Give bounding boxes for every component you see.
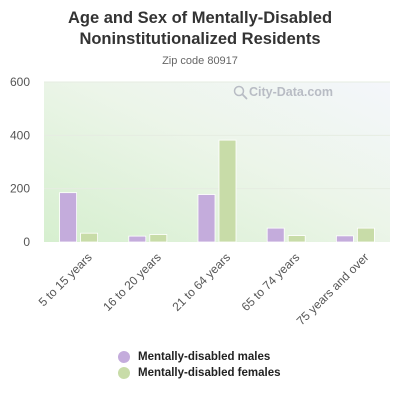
y-tick-label: 600	[10, 75, 30, 89]
bar-males-1	[128, 235, 147, 243]
bar-females-1	[149, 234, 168, 243]
bar-females-3	[287, 235, 306, 243]
x-tick-label: 5 to 15 years	[36, 250, 95, 309]
bar-females-0	[80, 232, 98, 243]
bar-females-4	[356, 227, 375, 243]
x-tick-label: 65 to 74 years	[239, 250, 303, 314]
bar-females-2	[218, 139, 237, 243]
legend-item-females: Mentally-disabled females	[118, 365, 281, 381]
x-tick-label: 75 years and over	[294, 250, 372, 328]
y-tick-label: 400	[10, 128, 30, 142]
watermark-text: City-Data.com	[249, 85, 333, 99]
x-tick-label: 16 to 20 years	[100, 250, 164, 314]
chart-subtitle: Zip code 80917	[162, 55, 238, 67]
bar-males-2	[197, 194, 216, 243]
watermark: City-Data.com	[233, 85, 333, 100]
legend-label-females: Mentally-disabled females	[138, 367, 281, 379]
search-icon	[233, 85, 248, 100]
y-tick-label: 200	[10, 182, 30, 196]
legend-swatch-males	[118, 351, 130, 363]
bar-males-0	[59, 192, 77, 243]
legend-label-males: Mentally-disabled males	[138, 351, 271, 363]
bar-males-3	[266, 227, 285, 243]
legend-item-males: Mentally-disabled males	[118, 349, 281, 365]
x-tick-label: 21 to 64 years	[169, 250, 233, 314]
bar-males-4	[335, 235, 354, 243]
chart-title: Age and Sex of Mentally-Disabled Noninst…	[67, 9, 333, 48]
legend: Mentally-disabled males Mentally-disable…	[118, 349, 281, 381]
plot-area	[44, 82, 390, 242]
legend-swatch-females	[118, 367, 130, 379]
y-tick-label: 0	[23, 235, 30, 249]
